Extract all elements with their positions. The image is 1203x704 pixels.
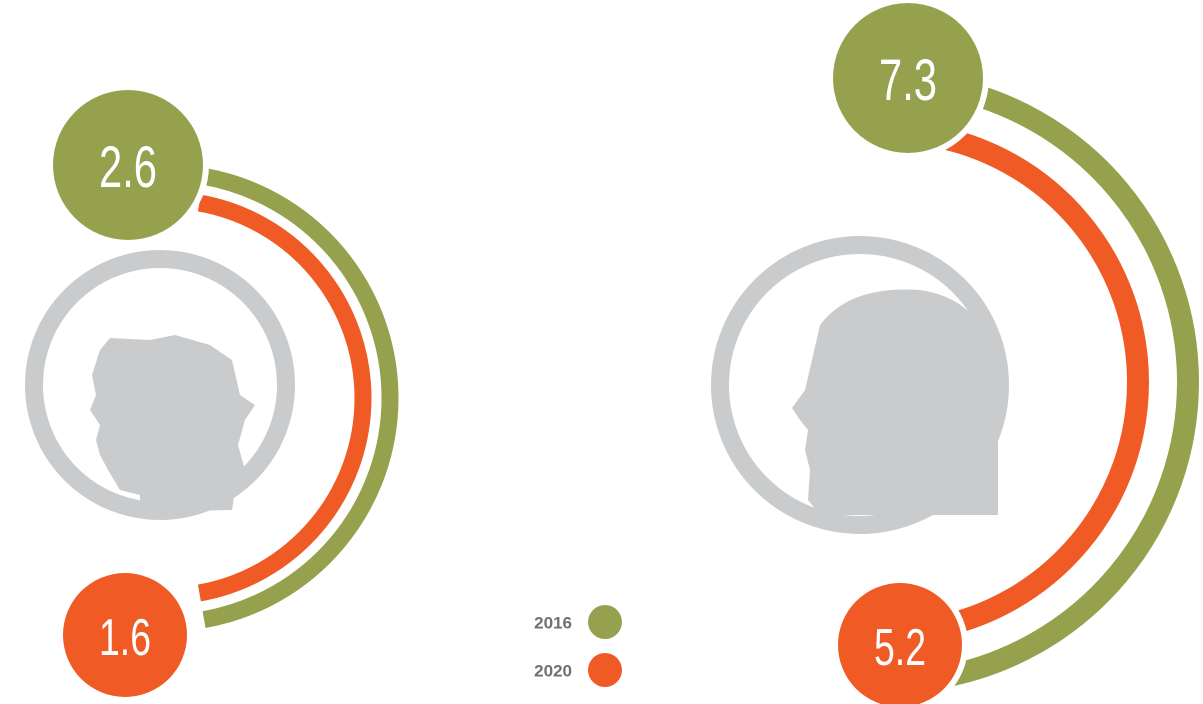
- arc: [197, 194, 372, 602]
- legend-label: 2020: [534, 662, 572, 681]
- value-bubble: [53, 90, 203, 240]
- value-label: 5.2: [874, 618, 926, 677]
- value-label: 7.3: [879, 47, 937, 112]
- legend-swatch: [588, 605, 622, 639]
- female-silhouette: [792, 289, 998, 515]
- value-bubble: [833, 3, 983, 153]
- arc: [929, 124, 1149, 640]
- value-bubble: [838, 583, 962, 704]
- value-label: 1.6: [99, 608, 151, 667]
- legend-swatch: [588, 653, 622, 687]
- legend-label: 2016: [534, 614, 572, 633]
- value-label: 2.6: [99, 134, 157, 199]
- arc: [202, 168, 399, 628]
- value-bubble: [63, 573, 187, 697]
- arc: [938, 75, 1199, 689]
- male-silhouette: [90, 335, 255, 512]
- portrait-ring: [711, 236, 1009, 534]
